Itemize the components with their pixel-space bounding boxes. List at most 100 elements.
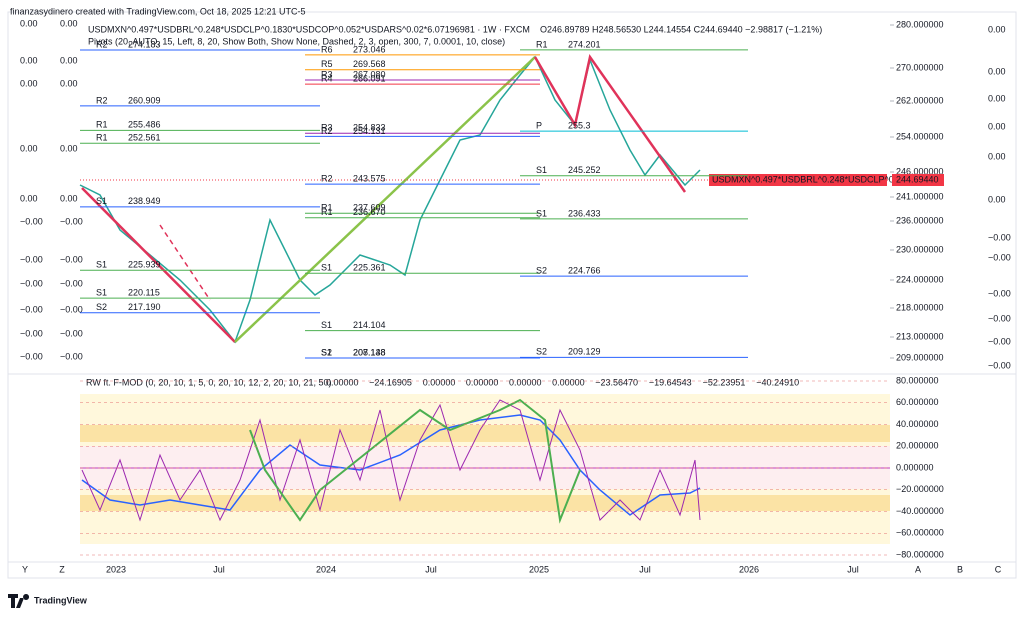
overlay-scale-label: −0.00 bbox=[60, 351, 83, 361]
indicator-readout: −24.16905 bbox=[369, 377, 412, 387]
overlay-scale-label: −0.00 bbox=[988, 336, 1011, 346]
pivot-name: S2 bbox=[536, 266, 547, 276]
overlay-scale-label: −0.00 bbox=[988, 360, 1011, 370]
overlay-scale-label: −0.00 bbox=[988, 313, 1011, 323]
pivot-name: R3 bbox=[321, 69, 333, 79]
price-tick-label: 236.000000 bbox=[896, 215, 944, 225]
overlay-scale-label: −0.00 bbox=[60, 254, 83, 264]
indicator-title: RW ft. F-MOD (0, 20, 10, 1, 5, 0, 20, 10… bbox=[86, 377, 331, 387]
price-tick-label: 230.000000 bbox=[896, 244, 944, 254]
pivot-name: S2 bbox=[96, 302, 107, 312]
pivot-value: 267.080 bbox=[353, 69, 386, 79]
overlay-scale-label: 0.00 bbox=[60, 143, 78, 153]
pivot-value: 217.190 bbox=[128, 302, 161, 312]
overlay-scale-label: −0.00 bbox=[20, 328, 43, 338]
pivot-value: 266.091 bbox=[353, 73, 386, 83]
overlay-scale-label: 0.00 bbox=[60, 78, 78, 88]
pivot-value: 238.949 bbox=[128, 196, 161, 206]
ohlc: O246.89789 H248.56530 L244.14554 C244.69… bbox=[540, 24, 822, 34]
pivot-value: 252.561 bbox=[128, 133, 161, 143]
overlay-scale-label: 0.00 bbox=[988, 121, 1006, 131]
pivot-name: S1 bbox=[536, 208, 547, 218]
pivot-name: R1 bbox=[321, 203, 333, 213]
overlay-scale-label: 0.00 bbox=[988, 24, 1006, 34]
symbol: USDMXN^0.497*USDBRL^0.248*USDCLP^0.1830*… bbox=[88, 24, 530, 34]
overlay-scale-label: −0.00 bbox=[988, 252, 1011, 262]
pivot-value: 225.361 bbox=[353, 263, 386, 273]
pivot-name: S1 bbox=[96, 196, 107, 206]
pivot-value: 245.252 bbox=[568, 165, 601, 175]
pivot-name: R2 bbox=[96, 39, 108, 49]
indicator-tick-label: 80.000000 bbox=[896, 375, 939, 385]
time-label: 2026 bbox=[739, 564, 759, 574]
price-path bbox=[79, 55, 701, 344]
time-label: Jul bbox=[639, 564, 651, 574]
pivot-name: P bbox=[536, 121, 542, 131]
indicator-band bbox=[80, 495, 890, 511]
pivot-value: 224.766 bbox=[568, 266, 601, 276]
price-tick-label: 241.000000 bbox=[896, 191, 944, 201]
pivot-name: S1 bbox=[321, 347, 332, 357]
pivot-name: R3 bbox=[321, 123, 333, 133]
pivot-value: 274.183 bbox=[128, 39, 161, 49]
overlay-scale-label: −0.00 bbox=[60, 328, 83, 338]
time-label: 2025 bbox=[529, 564, 549, 574]
indicator-readout: −52.23951 bbox=[703, 377, 746, 387]
indicator-readout: −19.64543 bbox=[649, 377, 692, 387]
pivot-name: R1 bbox=[536, 39, 548, 49]
corner-button[interactable]: B bbox=[957, 564, 963, 574]
pivot-value: 274.201 bbox=[568, 39, 601, 49]
indicator-tick-label: −40.000000 bbox=[896, 506, 944, 516]
overlay-scale-label: −0.00 bbox=[20, 254, 43, 264]
overlay-scale-label: −0.00 bbox=[60, 278, 83, 288]
overlay-scale-label: −0.00 bbox=[20, 216, 43, 226]
pivot-name: S2 bbox=[536, 347, 547, 357]
zigzag-up bbox=[234, 56, 536, 343]
pivot-name: S1 bbox=[321, 320, 332, 330]
indicator-line bbox=[81, 414, 701, 516]
logo-text: TradingView bbox=[34, 595, 88, 605]
time-label: Jul bbox=[847, 564, 859, 574]
pivot-value: 214.104 bbox=[353, 320, 386, 330]
time-label: 2024 bbox=[316, 564, 336, 574]
zigzag-down bbox=[81, 187, 236, 343]
overlay-scale-label: 0.00 bbox=[60, 18, 78, 28]
overlay-scale-label: 0.00 bbox=[60, 55, 78, 65]
pivot-value: 269.568 bbox=[353, 59, 386, 69]
pivot-value: 236.670 bbox=[353, 207, 386, 217]
indicator-readout: −40.24910 bbox=[756, 377, 799, 387]
price-tick-label: 262.000000 bbox=[896, 95, 944, 105]
zigzag-down bbox=[533, 53, 687, 193]
overlay-scale-label: −0.00 bbox=[60, 216, 83, 226]
corner-button[interactable]: A bbox=[915, 564, 921, 574]
overlay-scale-label: −0.00 bbox=[20, 351, 43, 361]
pivot-value: 209.129 bbox=[568, 347, 601, 357]
time-label: Jul bbox=[425, 564, 437, 574]
indicator-readout: 0.00000 bbox=[423, 377, 456, 387]
indicator-band bbox=[80, 425, 890, 442]
pivot-value: 254.833 bbox=[353, 123, 386, 133]
pivots-title: Pivots (20, AUTO, 15, Left, 8, 20, Show … bbox=[88, 36, 505, 46]
indicator-readout: 0.00000 bbox=[509, 377, 542, 387]
pivot-value: 255.486 bbox=[128, 120, 161, 130]
last-value: 244.69440 bbox=[896, 174, 939, 184]
overlay-scale-label: −0.00 bbox=[60, 304, 83, 314]
corner-button[interactable]: Z bbox=[59, 564, 65, 574]
pivot-value: 255.3 bbox=[568, 121, 591, 131]
pivot-value: 208.138 bbox=[353, 347, 386, 357]
indicator-readout: 0.00000 bbox=[466, 377, 499, 387]
pivot-value: 237.609 bbox=[353, 203, 386, 213]
overlay-scale-label: 0.00 bbox=[988, 66, 1006, 76]
corner-button[interactable]: C bbox=[995, 564, 1002, 574]
indicator-line bbox=[81, 399, 701, 522]
pivot-value: 243.575 bbox=[353, 174, 386, 184]
overlay-scale-label: 0.00 bbox=[60, 193, 78, 203]
indicator-readout: 0.00000 bbox=[326, 377, 359, 387]
pivot-name: S2 bbox=[321, 347, 332, 357]
price-tick-label: 280.000000 bbox=[896, 19, 944, 29]
corner-button[interactable]: Y bbox=[22, 564, 28, 574]
pivot-value: 220.115 bbox=[128, 288, 160, 298]
pivot-name: R4 bbox=[321, 73, 333, 83]
overlay-scale-label: 0.00 bbox=[20, 55, 38, 65]
